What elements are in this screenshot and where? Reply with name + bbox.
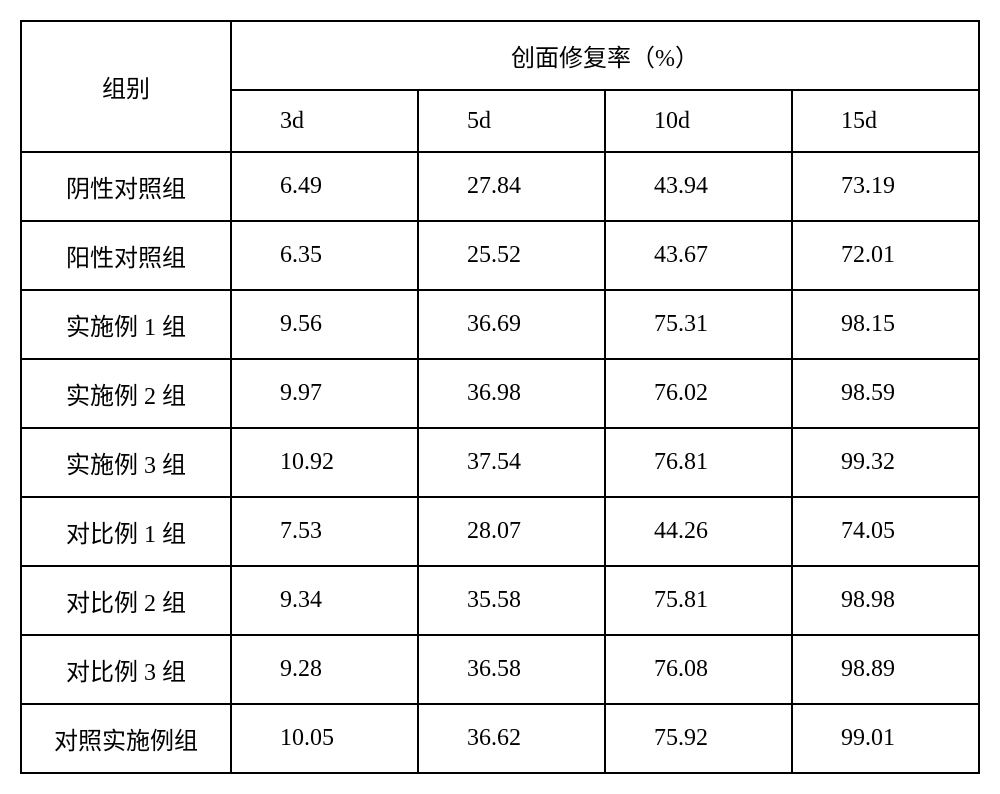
cell-value: 35.58 <box>418 566 605 635</box>
table-row: 对照实施例组 10.05 36.62 75.92 99.01 <box>21 704 979 773</box>
cell-value: 10.92 <box>231 428 418 497</box>
cell-value: 36.58 <box>418 635 605 704</box>
col-10d: 10d <box>605 90 792 152</box>
cell-value: 76.02 <box>605 359 792 428</box>
cell-value: 27.84 <box>418 152 605 221</box>
row-label: 对比例 1 组 <box>21 497 231 566</box>
table-row: 实施例 1 组 9.56 36.69 75.31 98.15 <box>21 290 979 359</box>
row-label: 实施例 1 组 <box>21 290 231 359</box>
table-row: 对比例 2 组 9.34 35.58 75.81 98.98 <box>21 566 979 635</box>
cell-value: 36.98 <box>418 359 605 428</box>
col-5d: 5d <box>418 90 605 152</box>
cell-value: 25.52 <box>418 221 605 290</box>
cell-value: 37.54 <box>418 428 605 497</box>
cell-value: 75.81 <box>605 566 792 635</box>
cell-value: 72.01 <box>792 221 979 290</box>
cell-value: 74.05 <box>792 497 979 566</box>
cell-value: 9.28 <box>231 635 418 704</box>
row-label: 阳性对照组 <box>21 221 231 290</box>
cell-value: 43.67 <box>605 221 792 290</box>
cell-value: 99.32 <box>792 428 979 497</box>
header-group: 组别 <box>21 21 231 152</box>
row-label: 对比例 2 组 <box>21 566 231 635</box>
cell-value: 28.07 <box>418 497 605 566</box>
cell-value: 36.69 <box>418 290 605 359</box>
table-body: 阴性对照组 6.49 27.84 43.94 73.19 阳性对照组 6.35 … <box>21 152 979 773</box>
row-label: 阴性对照组 <box>21 152 231 221</box>
table-row: 实施例 2 组 9.97 36.98 76.02 98.59 <box>21 359 979 428</box>
cell-value: 75.31 <box>605 290 792 359</box>
cell-value: 44.26 <box>605 497 792 566</box>
table-row: 阴性对照组 6.49 27.84 43.94 73.19 <box>21 152 979 221</box>
cell-value: 76.08 <box>605 635 792 704</box>
table-row: 对比例 3 组 9.28 36.58 76.08 98.89 <box>21 635 979 704</box>
row-label: 对照实施例组 <box>21 704 231 773</box>
cell-value: 9.34 <box>231 566 418 635</box>
cell-value: 9.56 <box>231 290 418 359</box>
row-label: 实施例 3 组 <box>21 428 231 497</box>
wound-repair-rate-table: 组别 创面修复率（%） 3d 5d 10d 15d 阴性对照组 6.49 27.… <box>20 20 980 774</box>
cell-value: 7.53 <box>231 497 418 566</box>
cell-value: 99.01 <box>792 704 979 773</box>
cell-value: 10.05 <box>231 704 418 773</box>
cell-value: 98.98 <box>792 566 979 635</box>
row-label: 对比例 3 组 <box>21 635 231 704</box>
cell-value: 98.89 <box>792 635 979 704</box>
table-row: 对比例 1 组 7.53 28.07 44.26 74.05 <box>21 497 979 566</box>
row-label: 实施例 2 组 <box>21 359 231 428</box>
cell-value: 98.15 <box>792 290 979 359</box>
col-15d: 15d <box>792 90 979 152</box>
cell-value: 6.35 <box>231 221 418 290</box>
table-row: 阳性对照组 6.35 25.52 43.67 72.01 <box>21 221 979 290</box>
cell-value: 9.97 <box>231 359 418 428</box>
cell-value: 75.92 <box>605 704 792 773</box>
cell-value: 98.59 <box>792 359 979 428</box>
table-row: 实施例 3 组 10.92 37.54 76.81 99.32 <box>21 428 979 497</box>
cell-value: 43.94 <box>605 152 792 221</box>
header-metric: 创面修复率（%） <box>231 21 979 90</box>
cell-value: 6.49 <box>231 152 418 221</box>
cell-value: 73.19 <box>792 152 979 221</box>
cell-value: 76.81 <box>605 428 792 497</box>
col-3d: 3d <box>231 90 418 152</box>
cell-value: 36.62 <box>418 704 605 773</box>
